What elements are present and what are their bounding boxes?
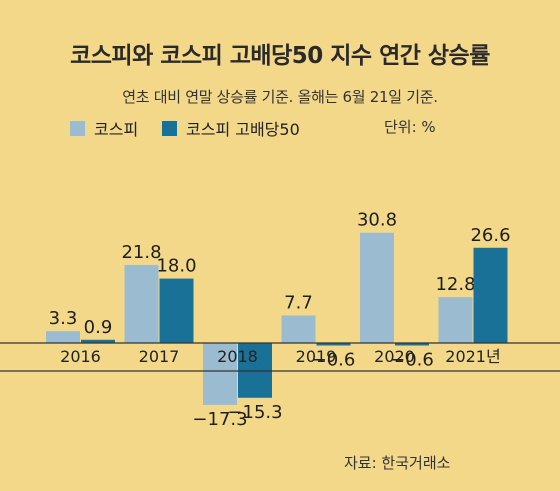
bar-kospi-high-dividend-50-2021 [473, 247, 508, 343]
legend-label-kospi-high-dividend-50: 코스피 고배당50 [186, 120, 300, 139]
data-label-kospi-2018: −17.3 [192, 409, 247, 430]
data-label-kospi-high-dividend-50-2017: 18.0 [156, 256, 196, 277]
bar-kospi-high-dividend-50-2020 [395, 343, 429, 346]
bar-kospi-high-dividend-50-2019 [316, 343, 351, 346]
category-label-2019: 2019 [296, 347, 337, 366]
category-label-2017: 2017 [139, 347, 180, 366]
category-label-2018: 2018 [217, 347, 258, 366]
data-label-kospi-2020: 30.8 [357, 210, 397, 231]
bar-kospi-high-dividend-50-2016 [81, 339, 115, 343]
legend-item-kospi-high-dividend-50: 코스피 고배당50 [162, 116, 300, 140]
data-label-kospi-high-dividend-50-2020: −0.6 [390, 350, 434, 371]
bar-kospi-high-dividend-50-2017 [159, 278, 194, 343]
legend: 코스피 코스피 고배당50 [0, 116, 560, 140]
data-label-kospi-high-dividend-50-2021: 26.6 [470, 225, 510, 246]
category-label-2020: 2020 [374, 347, 415, 366]
category-label-2016: 2016 [60, 347, 101, 366]
category-label-2021: 2021년 [445, 347, 500, 366]
bar-kospi-2016 [46, 331, 80, 343]
legend-swatch-kospi-high-dividend-50 [162, 120, 177, 136]
legend-item-kospi: 코스피 [70, 116, 138, 140]
data-label-kospi-2016: 3.3 [49, 308, 78, 329]
unit-label: 단위: % [384, 118, 436, 136]
source-label: 자료: 한국거래소 [344, 454, 451, 472]
data-label-kospi-2017: 21.8 [121, 242, 161, 263]
data-label-kospi-2019: 7.7 [284, 292, 313, 313]
legend-label-kospi: 코스피 [94, 120, 139, 139]
bar-kospi-2017 [124, 264, 159, 343]
chart-subtitle: 연초 대비 연말 상승률 기준. 올해는 6월 21일 기준. [122, 88, 438, 106]
bar-kospi-2019 [281, 315, 316, 343]
legend-swatch-kospi [70, 120, 85, 136]
chart-title: 코스피와 코스피 고배당50 지수 연간 상승률 [70, 43, 490, 69]
bar-kospi-2020 [360, 232, 394, 343]
bar-kospi-2018 [203, 343, 237, 405]
bar-kospi-high-dividend-50-2018 [238, 343, 272, 398]
data-label-kospi-high-dividend-50-2019: −0.6 [312, 350, 356, 371]
data-label-kospi-high-dividend-50-2018: −15.3 [227, 402, 282, 423]
data-label-kospi-2021: 12.8 [435, 274, 475, 295]
data-label-kospi-high-dividend-50-2016: 0.9 [84, 317, 113, 338]
bar-kospi-2021 [438, 297, 473, 343]
